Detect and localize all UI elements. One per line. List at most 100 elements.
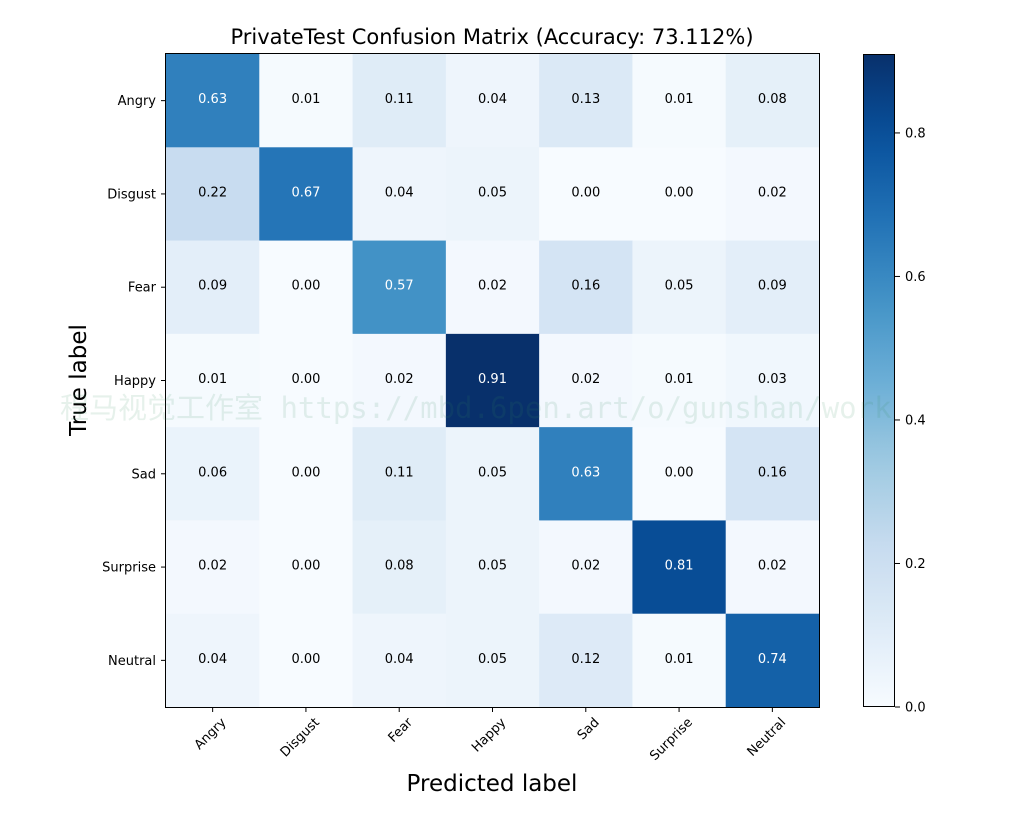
x-tick-label: Sad <box>575 715 603 743</box>
heatmap-cell-value: 0.63 <box>198 92 227 107</box>
heatmap-cell-value: 0.04 <box>478 92 507 107</box>
y-tick-label: Angry <box>118 94 157 109</box>
heatmap-cell-value: 0.57 <box>385 279 414 294</box>
heatmap-cells <box>166 54 820 708</box>
heatmap-cell-value: 0.00 <box>291 279 320 294</box>
x-axis-ticks: Angry Disgust Fear Happy Sad Surprise Neutral <box>192 707 789 764</box>
colorbar-tick-label: 0.6 <box>905 270 926 285</box>
heatmap-cell-value: 0.09 <box>198 279 227 294</box>
y-tick-label: Sad <box>132 467 156 482</box>
heatmap-cell-value: 0.04 <box>198 652 227 667</box>
heatmap-cell-value: 0.05 <box>478 185 507 200</box>
heatmap-cell-value: 0.02 <box>385 372 414 387</box>
heatmap-cell <box>352 240 447 335</box>
heatmap-cell-value: 0.67 <box>291 185 320 200</box>
heatmap-cell-value: 0.02 <box>478 279 507 294</box>
heatmap-cell-value: 0.09 <box>758 279 787 294</box>
heatmap-cell <box>445 54 540 148</box>
heatmap-cell-value: 0.00 <box>291 559 320 574</box>
chart-title: PrivateTest Confusion Matrix (Accuracy: … <box>230 25 753 49</box>
heatmap-cell <box>166 147 260 242</box>
heatmap-cell-value: 0.00 <box>571 185 600 200</box>
colorbar-tick-label: 0.8 <box>905 126 926 141</box>
heatmap-cell <box>259 520 354 615</box>
heatmap-cell <box>725 613 820 708</box>
heatmap-cell <box>352 54 447 148</box>
heatmap-cell <box>632 147 727 242</box>
heatmap-cell <box>725 147 820 242</box>
heatmap-cell <box>259 427 354 522</box>
heatmap-cell-value: 0.91 <box>478 372 507 387</box>
heatmap-cell <box>352 613 447 708</box>
y-tick-label: Disgust <box>107 187 156 202</box>
heatmap-cell-value: 0.06 <box>198 465 227 480</box>
heatmap-cell <box>632 427 727 522</box>
heatmap-cell-value: 0.01 <box>198 372 227 387</box>
colorbar-tick-label: 0.0 <box>905 701 926 716</box>
y-tick-label: Happy <box>114 374 156 389</box>
heatmap-cell <box>445 147 540 242</box>
heatmap-cell <box>445 427 540 522</box>
heatmap-cell-value: 0.05 <box>478 465 507 480</box>
heatmap-cell <box>259 240 354 335</box>
heatmap-cell <box>632 520 727 615</box>
heatmap-cell-value: 0.11 <box>385 92 414 107</box>
heatmap-cell-value: 0.01 <box>665 372 694 387</box>
heatmap-cell <box>539 613 634 708</box>
heatmap-cell-value: 0.08 <box>758 92 787 107</box>
heatmap-cell <box>725 240 820 335</box>
heatmap-cell <box>259 613 354 708</box>
heatmap-cell-value: 0.05 <box>478 559 507 574</box>
heatmap-cell <box>725 333 820 428</box>
heatmap-cell <box>725 54 820 148</box>
heatmap-cell <box>725 520 820 615</box>
watermark: 程马视觉工作室 https://mbd.6pen.art/o/gunshan/w… <box>60 391 892 425</box>
heatmap-cell-labels: 0.63 0.01 0.11 0.04 0.13 0.01 0.08 0.22 0.67 0.04… <box>198 92 787 667</box>
heatmap-cell <box>259 54 354 148</box>
heatmap-cell <box>632 54 727 148</box>
heatmap-cell <box>259 333 354 428</box>
heatmap-cell <box>166 427 260 522</box>
heatmap-cell <box>445 613 540 708</box>
heatmap-cell-value: 0.05 <box>665 279 694 294</box>
colorbar-frame <box>863 54 895 707</box>
heatmap-cell <box>539 427 634 522</box>
heatmap-cell <box>445 520 540 615</box>
heatmap-cell-value: 0.08 <box>385 559 414 574</box>
heatmap-cell-value: 0.00 <box>665 465 694 480</box>
heatmap-cell <box>166 613 260 708</box>
colorbar: 0.0 0.2 0.4 0.6 0.8 <box>863 54 926 716</box>
heatmap-cell-value: 0.13 <box>571 92 600 107</box>
y-axis-label: True label <box>66 324 92 437</box>
heatmap-cell-value: 0.00 <box>291 465 320 480</box>
heatmap-cell-value: 0.00 <box>291 652 320 667</box>
heatmap-cell-value: 0.12 <box>571 652 600 667</box>
heatmap-cell-value: 0.01 <box>291 92 320 107</box>
heatmap-cell-value: 0.16 <box>758 465 787 480</box>
heatmap-cell-value: 0.04 <box>385 185 414 200</box>
heatmap-cell-value: 0.81 <box>665 559 694 574</box>
y-tick-label: Surprise <box>102 561 156 576</box>
heatmap-cell-value: 0.04 <box>385 652 414 667</box>
heatmap-cell <box>445 240 540 335</box>
heatmap-cell <box>539 520 634 615</box>
heatmap-cell-value: 0.63 <box>571 465 600 480</box>
heatmap-cell-value: 0.11 <box>385 465 414 480</box>
heatmap-cell <box>166 54 260 148</box>
heatmap-cell <box>166 333 260 428</box>
x-tick-label: Fear <box>386 715 417 746</box>
heatmap-cell-value: 0.02 <box>571 372 600 387</box>
heatmap-cell-value: 0.22 <box>198 185 227 200</box>
heatmap-cell <box>445 333 540 428</box>
y-tick-label: Fear <box>128 281 157 296</box>
heatmap-cell-value: 0.16 <box>571 279 600 294</box>
x-axis-label: Predicted label <box>407 771 578 797</box>
heatmap-cell-value: 0.02 <box>571 559 600 574</box>
heatmap-cell-value: 0.00 <box>291 372 320 387</box>
heatmap-cell <box>259 147 354 242</box>
heatmap-cell <box>539 54 634 148</box>
heatmap-cell-value: 0.02 <box>758 185 787 200</box>
heatmap-cell <box>352 147 447 242</box>
